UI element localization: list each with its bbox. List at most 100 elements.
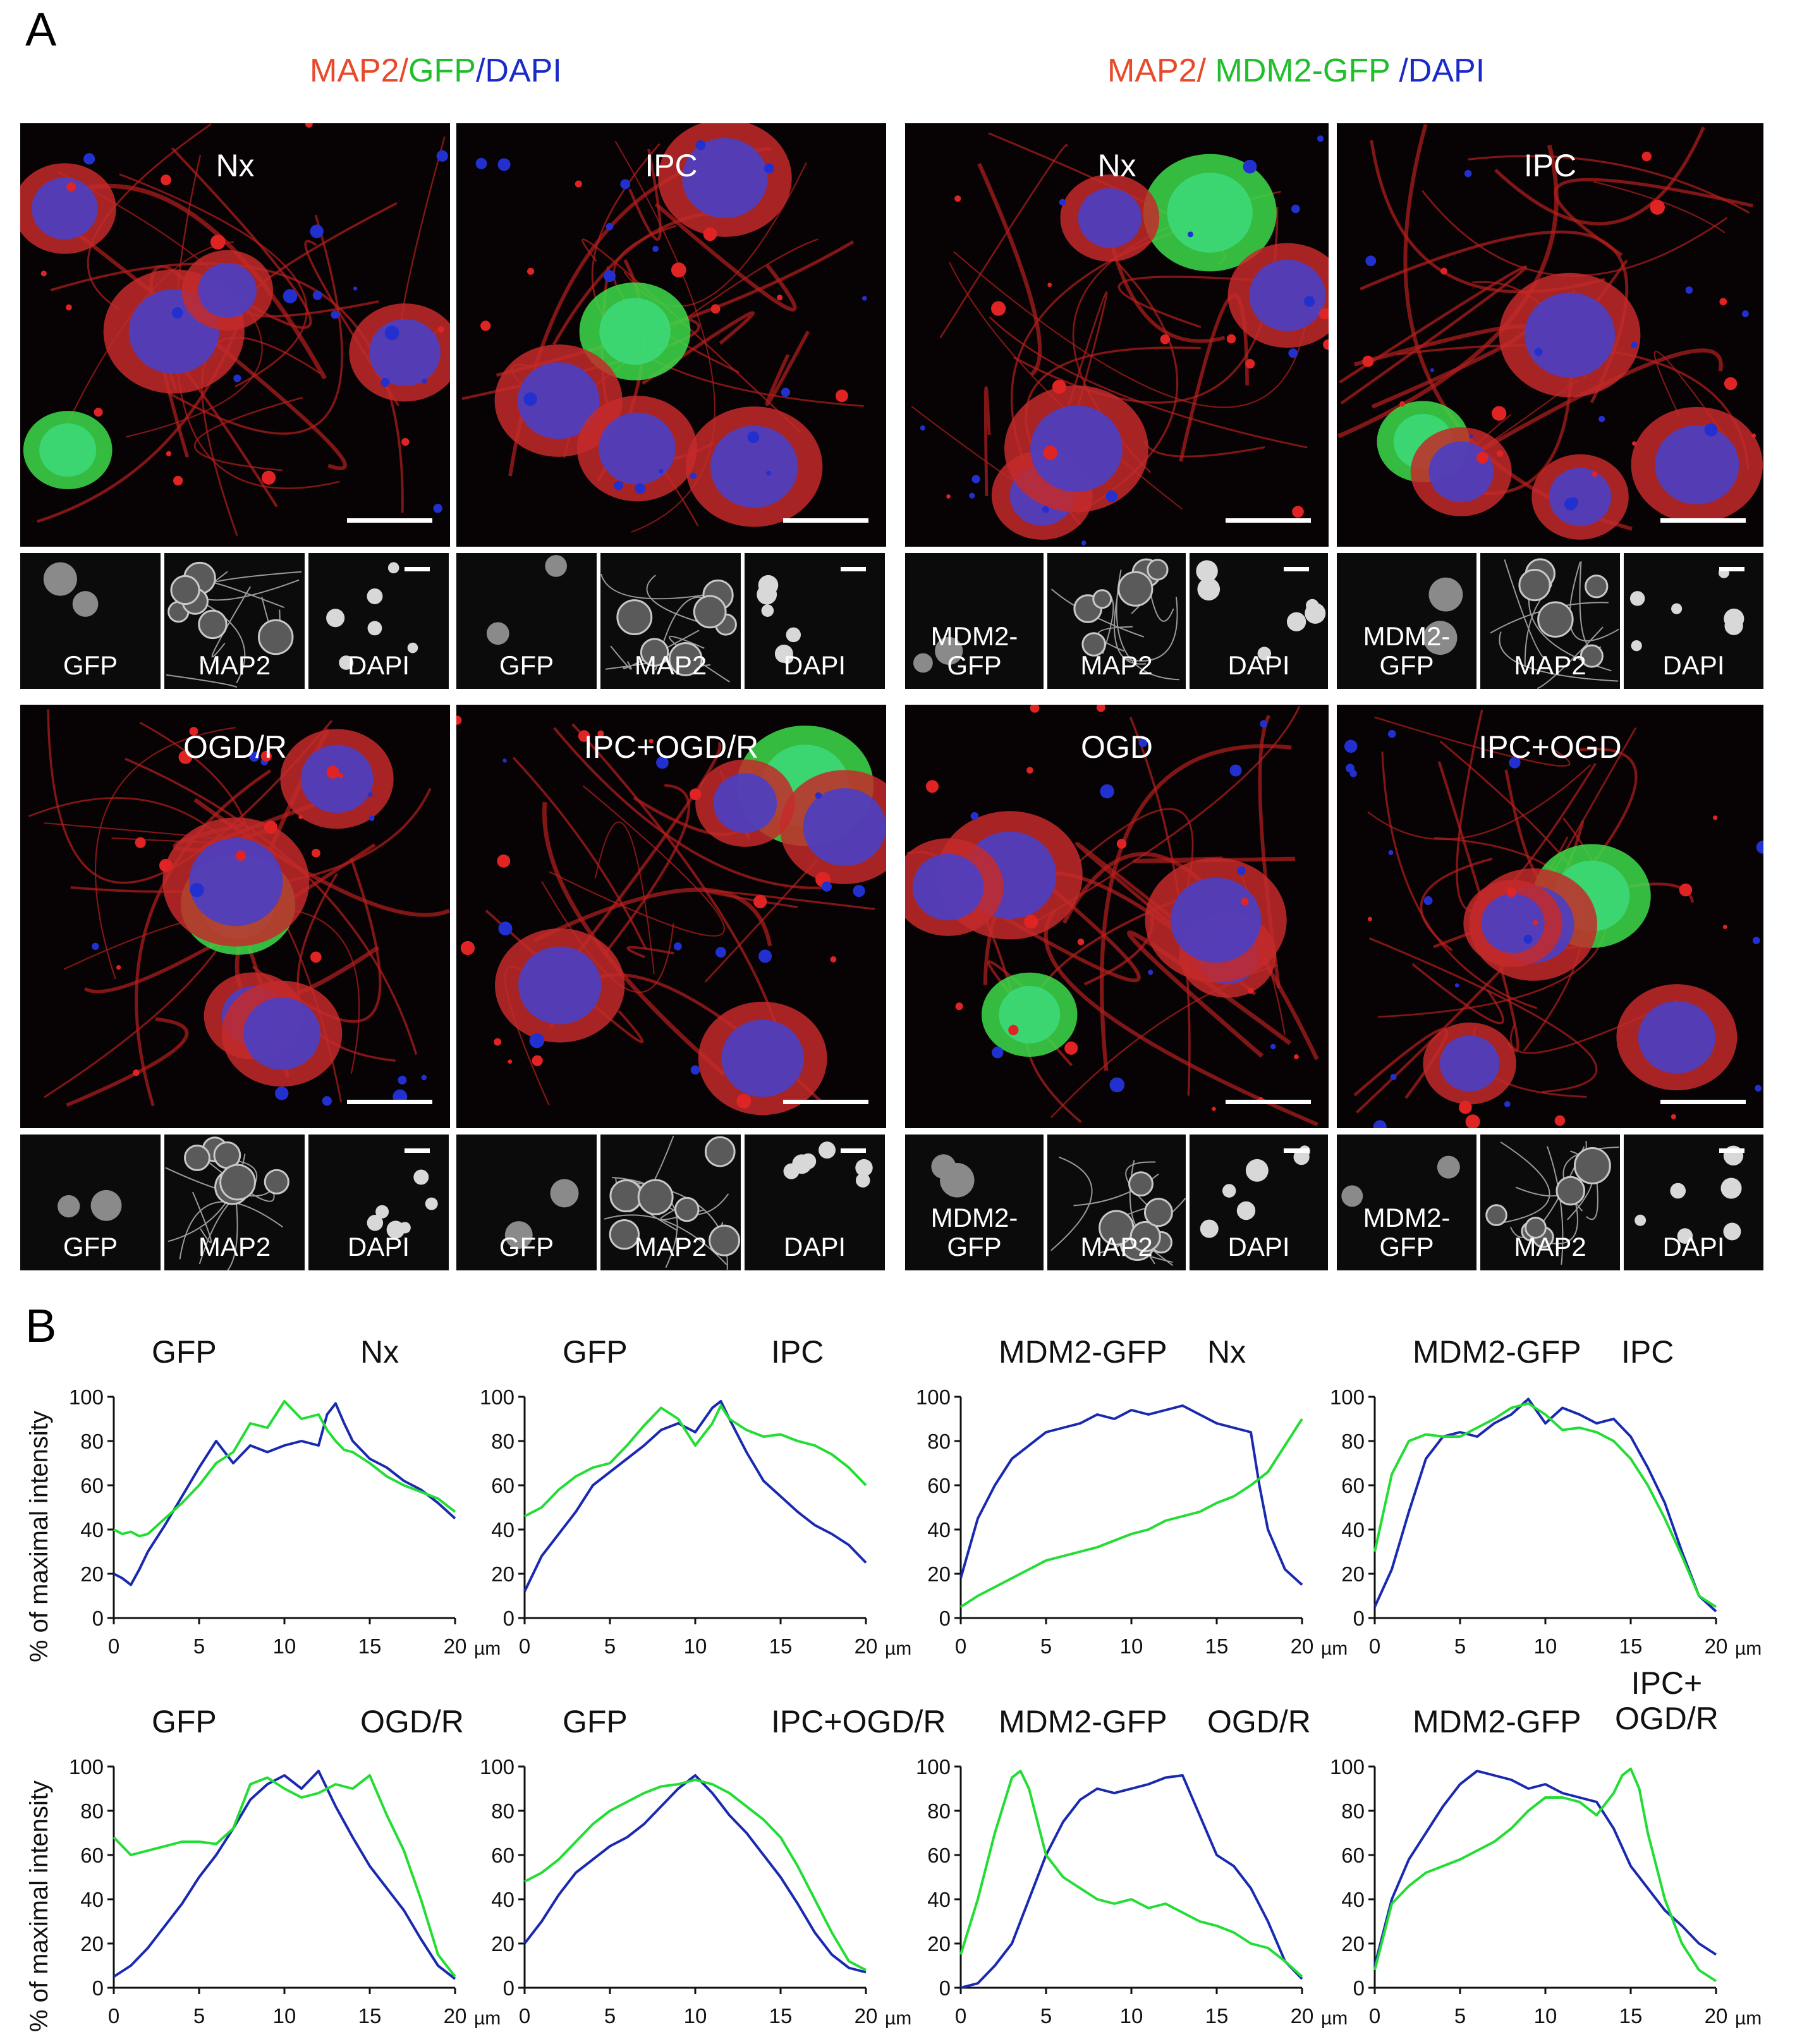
channel-label: MDM2- GFP [930,1203,1018,1262]
panel-a-label: A [25,3,57,56]
title-part: /DAPI [475,52,562,89]
cell-spot [1081,632,1106,657]
neuron-cell [695,759,795,847]
title-part: / [399,52,409,89]
neuron-cell [1227,243,1329,348]
puncta [1187,231,1193,238]
y-tick-label: 20 [1341,1932,1365,1956]
channel-thumbnail: MDM2- GFP [905,1135,1044,1270]
puncta [606,222,614,231]
neurite [1547,1146,1564,1265]
y-tick-label: 60 [80,1844,104,1867]
channel-thumbnail: MAP2 [600,553,741,689]
neurite [614,140,715,533]
y-tick-label: 40 [1341,1888,1365,1911]
puncta [1387,729,1396,738]
puncta [326,765,339,779]
neuron-cell [1410,427,1512,516]
neurite [196,599,246,683]
puncta [969,492,975,499]
cell-spot [1677,1228,1693,1244]
puncta [1243,159,1257,174]
puncta [1059,198,1066,206]
x-unit-label: µm [1321,1638,1348,1659]
neurite [1437,761,1519,1052]
x-unit-label: µm [885,2008,911,2029]
y-tick-label: 80 [491,1799,514,1823]
neuron-cell [1145,858,1287,983]
x-tick-label: 5 [604,1634,616,1658]
puncta [1245,359,1255,369]
neurite [1339,265,1527,405]
puncta [1096,705,1105,712]
y-tick-label: 100 [69,1385,104,1409]
neurite [1374,716,1571,767]
puncta [821,881,832,892]
puncta [368,792,373,797]
x-tick-label: 15 [358,1634,382,1658]
micrograph-merged: IPC [1337,123,1763,547]
x-tick-label: 10 [1534,1634,1557,1658]
neurite [549,741,722,990]
puncta [1346,763,1355,773]
y-tick-label: 0 [503,1976,514,2000]
scale-bar [405,567,430,571]
puncta [604,270,616,283]
puncta [1509,757,1521,769]
blue-series-line [113,1770,456,1980]
scale-bar [783,518,868,523]
micrograph-drawing [905,705,1319,1126]
puncta [1641,151,1652,162]
channel-label: GFP [499,1232,554,1262]
line-chart: 0 20 40 60 80 100 0 5 10 15 20 µm [69,1755,501,2029]
micrograph-drawing [1337,123,1763,540]
cell-spot [1670,1183,1686,1199]
axis-line [113,1397,455,1619]
chart-title-right: IPC [771,1334,824,1370]
neurite [1494,126,1705,226]
channel-thumbnail: DAPI [1624,1135,1763,1270]
y-tick-label: 0 [92,1976,104,2000]
neurite [1099,744,1292,1071]
puncta [689,788,702,801]
puncta [338,773,344,779]
y-tick-label: 80 [80,1430,104,1453]
puncta [92,942,99,950]
neurite [623,630,700,669]
puncta [1318,308,1329,320]
puncta [233,374,241,382]
neuron-cell [280,729,394,829]
cell-spot [1341,1185,1363,1207]
micrograph-drawing [20,123,450,537]
channel-label: MAP2 [1514,1232,1586,1262]
cell-spot [90,1189,122,1221]
y-tick-label: 20 [1341,1562,1365,1586]
y-tick-label: 40 [491,1888,514,1911]
puncta [970,812,978,820]
puncta [835,389,848,403]
puncta [861,296,867,301]
neurite [1468,155,1750,214]
channel-thumbnail: DAPI [1190,1135,1328,1270]
puncta [1373,1120,1387,1128]
puncta [480,320,491,331]
channel-label: MAP2 [1080,650,1153,680]
chart-title-left: MDM2-GFP [1413,1704,1581,1739]
puncta [635,483,646,494]
chart-title-right: IPC+OGD/R [771,1704,946,1739]
neurite [1057,291,1108,440]
x-tick-label: 15 [1619,1634,1643,1658]
cell-spot [1197,578,1221,601]
axis-line [1373,1767,1716,1989]
x-tick-label: 0 [519,1634,530,1658]
micrograph-drawing [456,715,886,1116]
title-part: MAP2 [310,52,399,89]
puncta [249,751,260,762]
cell-spot [170,575,200,605]
micrograph-merged: IPC [456,123,886,547]
puncta [620,179,631,190]
x-tick-label: 15 [1619,2004,1643,2028]
neurite [83,843,376,994]
neurite [70,788,432,893]
cell-spot [637,1179,674,1215]
